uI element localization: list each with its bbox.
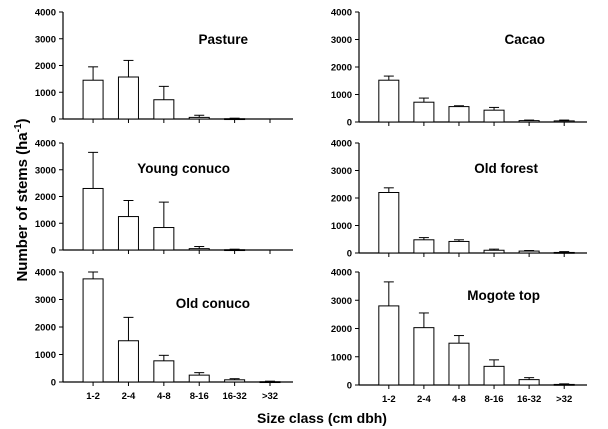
bar-8-16 xyxy=(188,116,210,120)
bar-8-16 xyxy=(483,109,505,123)
y-tick-label: 1000 xyxy=(35,88,56,99)
bar->32 xyxy=(553,251,575,254)
panel-title: Mogote top xyxy=(467,288,540,303)
bar-16-32 xyxy=(518,120,540,123)
bar-4-8 xyxy=(448,240,470,254)
y-tick-label: 2000 xyxy=(331,324,352,335)
bar->32 xyxy=(553,120,575,123)
bar-4-8 xyxy=(153,99,175,120)
y-tick-label: 3000 xyxy=(35,34,56,45)
y-tick-label: 2000 xyxy=(35,323,56,334)
bar-2-4 xyxy=(413,239,435,254)
x-tick-label: 16-32 xyxy=(222,391,246,402)
bar-8-16 xyxy=(188,374,210,383)
bar-16-32 xyxy=(518,250,540,254)
bar->32 xyxy=(553,383,575,386)
y-tick-label: 0 xyxy=(51,115,56,126)
y-tick-label: 3000 xyxy=(35,165,56,176)
x-tick-label: 1-2 xyxy=(382,394,396,405)
panel-old-forest: 0 1000 2000 3000 4000 Old forest xyxy=(331,139,587,260)
x-tick-label: 8-16 xyxy=(485,394,504,405)
bar-4-8 xyxy=(153,227,175,251)
bar-8-16 xyxy=(483,249,505,254)
bar-8-16 xyxy=(483,365,505,386)
bar-2-4 xyxy=(117,76,139,120)
panel-cacao: 0 1000 2000 3000 4000 Cacao xyxy=(331,8,587,129)
bar-16-32 xyxy=(224,379,246,383)
bar-1-2 xyxy=(378,192,400,254)
bar-16-32 xyxy=(224,118,246,121)
y-tick-label: 1000 xyxy=(35,219,56,230)
x-tick-label: 2-4 xyxy=(417,394,431,405)
bar-4-8 xyxy=(448,106,470,123)
panel-title: Old forest xyxy=(474,161,538,176)
y-tick-label: 0 xyxy=(347,381,352,392)
bar->32 xyxy=(259,381,281,384)
panel-pasture: 0 1000 2000 3000 4000 Pasture xyxy=(35,8,293,126)
y-tick-label: 3000 xyxy=(35,295,56,306)
panel-title: Young conuco xyxy=(137,161,230,176)
x-axis-title: Size class (cm dbh) xyxy=(257,410,387,426)
y-tick-label: 0 xyxy=(347,118,352,129)
y-tick-label: 1000 xyxy=(331,221,352,232)
y-tick-label: 4000 xyxy=(35,139,56,150)
x-tick-label: >32 xyxy=(556,394,572,405)
y-tick-label: 0 xyxy=(51,378,56,389)
x-tick-label: 2-4 xyxy=(122,391,136,402)
y-tick-label: 1000 xyxy=(331,352,352,363)
bar-16-32 xyxy=(224,249,246,252)
bar-1-2 xyxy=(82,278,104,383)
bar-2-4 xyxy=(413,327,435,386)
x-tick-label: 4-8 xyxy=(157,391,171,402)
x-tick-label: 8-16 xyxy=(190,391,209,402)
y-tick-label: 4000 xyxy=(331,8,352,19)
y-tick-label: 2000 xyxy=(331,194,352,205)
panel-young-conuco: 0 1000 2000 3000 4000 Young conuco xyxy=(35,139,293,257)
bar-1-2 xyxy=(378,305,400,386)
y-tick-label: 0 xyxy=(347,249,352,260)
y-tick-label: 4000 xyxy=(331,139,352,150)
panel-title: Cacao xyxy=(504,32,545,47)
x-tick-label: >32 xyxy=(262,391,278,402)
y-tick-label: 2000 xyxy=(331,63,352,74)
bar-4-8 xyxy=(153,360,175,383)
y-tick-label: 1000 xyxy=(331,90,352,101)
bar-2-4 xyxy=(117,216,139,251)
panel-old-conuco: 0 1000 2000 3000 4000 1-2 2-4 4-8 8-16 16-32 >32 Ol… xyxy=(35,268,293,402)
y-tick-label: 4000 xyxy=(35,268,56,279)
y-tick-label: 2000 xyxy=(35,61,56,72)
bar-2-4 xyxy=(117,340,139,383)
bar-2-4 xyxy=(413,101,435,123)
bar-16-32 xyxy=(518,379,540,386)
y-tick-label: 3000 xyxy=(331,166,352,177)
y-tick-label: 1000 xyxy=(35,350,56,361)
y-tick-label: 4000 xyxy=(35,8,56,19)
x-tick-label: 16-32 xyxy=(517,394,541,405)
bar-8-16 xyxy=(188,248,210,251)
bar-4-8 xyxy=(448,342,470,386)
x-tick-label: 1-2 xyxy=(86,391,100,402)
y-tick-label: 4000 xyxy=(331,268,352,279)
y-tick-label: 3000 xyxy=(331,35,352,46)
y-tick-label: 2000 xyxy=(35,192,56,203)
bar-1-2 xyxy=(82,187,104,251)
x-tick-label: 4-8 xyxy=(452,394,466,405)
panel-title: Old conuco xyxy=(176,296,250,311)
bar-1-2 xyxy=(378,79,400,123)
y-tick-label: 3000 xyxy=(331,296,352,307)
panel-title: Pasture xyxy=(198,32,248,47)
bar-1-2 xyxy=(82,79,104,120)
y-tick-label: 0 xyxy=(51,246,56,257)
panel-mogote-top: 0 1000 2000 3000 4000 1-2 2-4 4-8 8-16 16-32 >32 Mo… xyxy=(331,268,587,405)
